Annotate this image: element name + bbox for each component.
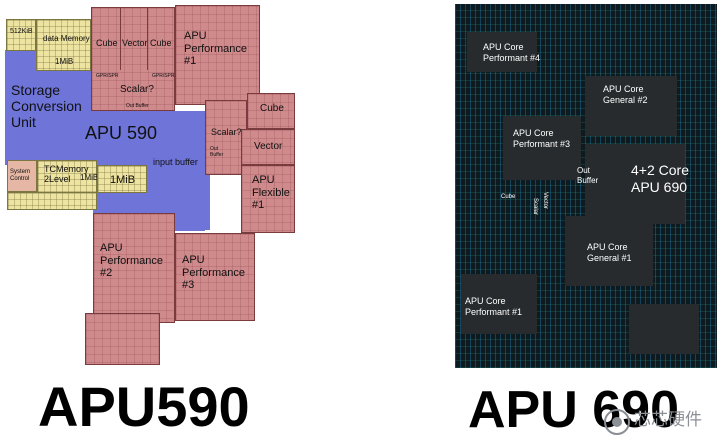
right-vector-block: Vector	[241, 129, 295, 165]
block-perf3	[503, 116, 581, 180]
apu590-chip-label: APU 590	[85, 123, 158, 143]
lower-yellow-strip	[7, 192, 97, 210]
block-512kib: 512KiB	[6, 19, 36, 51]
watermark: 芯芯硬件	[604, 408, 716, 436]
core-perf4-label: APU Core Performant #4	[483, 42, 541, 63]
block-center	[585, 144, 685, 224]
right-core: Scalar? Out Buffer	[205, 100, 247, 175]
block-misc	[629, 304, 699, 354]
apu690-chip-label: 4+2 Core APU 690	[631, 162, 689, 195]
block-general1	[565, 216, 653, 286]
apu590-title: APU590	[38, 375, 250, 438]
block-perf4	[467, 32, 537, 72]
apu-performance-1: APU Performance #1	[175, 5, 260, 105]
core-general1-label: APU Core General #1	[587, 242, 632, 263]
system-control-block: System Control	[7, 160, 37, 192]
core-general2-label: APU Core General #2	[603, 84, 648, 105]
core-perf3-label: APU Core Performant #3	[513, 128, 571, 149]
memory-1mib-block: 1MiB	[97, 165, 147, 193]
right-cube-block: Cube	[247, 93, 295, 129]
block-general2	[585, 76, 677, 136]
data-memory-block: data Memory 1MiB	[36, 19, 91, 71]
apu-performance-2: APU Performance #2	[93, 213, 175, 323]
vector-label: Vector	[542, 192, 549, 210]
apu590-floorplan: 512KiB data Memory 1MiB System Control T…	[5, 5, 305, 367]
scalar-label: Scalar	[532, 198, 539, 216]
cube-label: Cube	[501, 194, 516, 200]
block-perf1	[461, 274, 537, 334]
top-core: Cube Vector Cube GPR/SPR GPR/SPR Scalar?…	[91, 7, 175, 111]
watermark-logo-icon	[604, 409, 630, 435]
apu690-die-shot: APU Core Performant #4 APU Core General …	[455, 4, 717, 368]
out-buffer-label: Out Buffer	[577, 166, 599, 185]
apu690-title: APU 690	[468, 381, 679, 439]
storage-conversion-label: Storage Conversion Unit	[11, 82, 82, 131]
apu-performance-3: APU Performance #3	[175, 233, 255, 321]
lower-small-block	[85, 313, 160, 365]
core-perf1-label: APU Core Performant #1	[465, 296, 523, 317]
apu-flexible-1: APU Flexible #1	[241, 165, 295, 233]
input-buffer-label: input buffer	[153, 157, 198, 167]
